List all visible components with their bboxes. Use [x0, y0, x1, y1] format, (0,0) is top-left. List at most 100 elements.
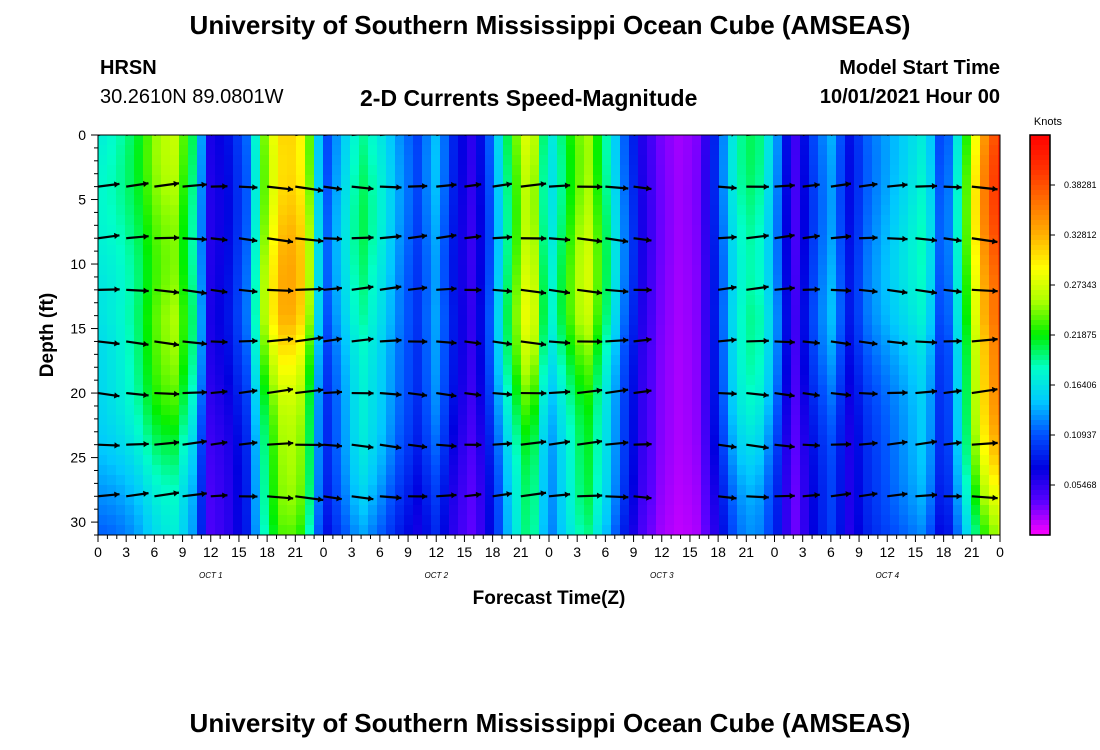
heatmap-cell	[746, 465, 756, 476]
heatmap-cell	[881, 315, 891, 326]
heatmap-cell	[197, 365, 207, 376]
heatmap-cell	[242, 325, 252, 336]
heatmap-cell	[701, 365, 711, 376]
heatmap-cell	[665, 175, 675, 186]
heatmap-cell	[683, 135, 693, 146]
heatmap-cell	[413, 155, 423, 166]
heatmap-cell	[836, 165, 846, 176]
heatmap-cell	[674, 225, 684, 236]
heatmap-cell	[683, 515, 693, 526]
heatmap-cell	[998, 215, 1000, 226]
heatmap-cell	[989, 175, 999, 186]
heatmap-cell	[656, 245, 666, 256]
heatmap-cell	[269, 505, 279, 516]
heatmap-cell	[809, 145, 819, 156]
heatmap-cell	[341, 255, 351, 266]
heatmap-cell	[566, 405, 576, 416]
heatmap-cell	[188, 315, 198, 326]
heatmap-cell	[512, 395, 522, 406]
heatmap-cell	[404, 135, 414, 146]
heatmap-cell	[566, 415, 576, 426]
heatmap-cell	[341, 495, 351, 506]
heatmap-cell	[656, 495, 666, 506]
heatmap-cell	[809, 185, 819, 196]
heatmap-cell	[809, 495, 819, 506]
heatmap-cell	[953, 375, 963, 386]
heatmap-cell	[260, 445, 270, 456]
vector-arrow	[436, 135, 442, 137]
heatmap-cell	[737, 485, 747, 496]
heatmap-cell	[287, 165, 297, 176]
colorbar-segment	[1030, 265, 1050, 271]
heatmap-cell	[314, 475, 324, 486]
heatmap-cell	[413, 235, 423, 246]
heatmap-cell	[989, 485, 999, 496]
heatmap-cell	[224, 375, 234, 386]
heatmap-cell	[305, 215, 315, 226]
heatmap-cell	[305, 135, 315, 146]
heatmap-cell	[791, 355, 801, 366]
heatmap-cell	[602, 135, 612, 146]
heatmap-cell	[611, 455, 621, 466]
heatmap-cell	[332, 175, 342, 186]
heatmap-cell	[431, 155, 441, 166]
heatmap-cell	[827, 245, 837, 256]
heatmap-cell	[431, 455, 441, 466]
heatmap-cell	[215, 505, 225, 516]
heatmap-cell	[107, 485, 117, 496]
heatmap-cell	[683, 355, 693, 366]
heatmap-cell	[116, 515, 126, 526]
heatmap-cell	[602, 495, 612, 506]
heatmap-cell	[287, 215, 297, 226]
heatmap-cell	[818, 165, 828, 176]
heatmap-cell	[944, 185, 954, 196]
vector-arrow	[295, 286, 324, 293]
vector-arrow	[999, 186, 1000, 188]
heatmap-cell	[350, 475, 360, 486]
heatmap-cell	[800, 255, 810, 266]
heatmap-cell	[242, 195, 252, 206]
heatmap-cell	[341, 475, 351, 486]
heatmap-cell	[278, 305, 288, 316]
heatmap-cell	[422, 405, 432, 416]
heatmap-cell	[692, 385, 702, 396]
vector-arrow	[971, 440, 998, 447]
heatmap-cell	[143, 415, 153, 426]
heatmap-cell	[431, 335, 441, 346]
heatmap-cell	[503, 455, 513, 466]
heatmap-cell	[710, 395, 720, 406]
heatmap-cell	[206, 375, 216, 386]
heatmap-cell	[206, 365, 216, 376]
heatmap-cell	[872, 425, 882, 436]
heatmap-cell	[845, 385, 855, 396]
heatmap-cell	[683, 435, 693, 446]
heatmap-cell	[827, 455, 837, 466]
x-tick-label: 9	[630, 544, 638, 560]
heatmap-cell	[548, 245, 558, 256]
heatmap-cell	[386, 295, 396, 306]
heatmap-cell	[260, 275, 270, 286]
heatmap-cell	[971, 375, 981, 386]
heatmap-cell	[557, 195, 567, 206]
heatmap-cell	[98, 255, 108, 266]
heatmap-cell	[746, 145, 756, 156]
heatmap-cell	[341, 325, 351, 336]
colorbar-segment	[1030, 425, 1050, 431]
vector-arrow	[999, 288, 1000, 290]
heatmap-cell	[440, 135, 450, 146]
heatmap-cell	[665, 205, 675, 216]
heatmap-cell	[368, 175, 378, 186]
heatmap-cell	[710, 455, 720, 466]
heatmap-cell	[116, 395, 126, 406]
heatmap-cell	[782, 365, 792, 376]
heatmap-cell	[350, 205, 360, 216]
heatmap-cell	[413, 135, 423, 146]
heatmap-cell	[503, 345, 513, 356]
heatmap-cell	[449, 505, 459, 516]
heatmap-cell	[548, 355, 558, 366]
heatmap-cell	[764, 355, 774, 366]
heatmap-cell	[494, 375, 504, 386]
heatmap-cell	[791, 335, 801, 346]
heatmap-cell	[233, 225, 243, 236]
heatmap-cell	[125, 155, 135, 166]
